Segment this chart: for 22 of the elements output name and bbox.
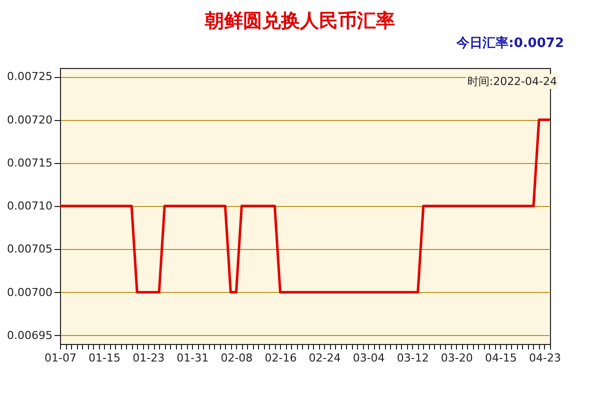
x-tick-label: 04-15 [484, 352, 517, 364]
x-tick-label: 02-08 [220, 352, 253, 364]
text: 今日汇率:0.0072 [456, 34, 564, 52]
chart-title: 朝鲜圆兑换人民币汇率 [204, 9, 396, 34]
y-tick-label: 0.00700 [7, 286, 52, 299]
x-tick-label: 01-15 [88, 352, 121, 364]
y-tick-label: 0.00695 [7, 328, 52, 342]
x-tick-label: 01-31 [176, 352, 209, 364]
x-tick-label: 03-12 [396, 352, 429, 364]
x-tick-label: 03-20 [440, 352, 473, 364]
x-tick-label: 03-04 [352, 352, 385, 364]
y-tick-label: 0.00725 [7, 70, 52, 84]
y-tick-label: 0.00705 [7, 242, 52, 256]
annotation: 时间:2022-04-24 [466, 74, 558, 89]
x-tick-label: 01-07 [44, 352, 76, 364]
x-tick-label: 02-24 [308, 352, 341, 364]
x-tick-label: 01-23 [132, 352, 165, 364]
y-tick-label: 0.00720 [7, 113, 52, 126]
y-tick-label: 0.00710 [7, 200, 52, 212]
x-tick-label: 04-23 [529, 352, 561, 364]
y-tick-label: 0.00715 [7, 156, 52, 170]
x-tick-label: 02-16 [264, 352, 297, 364]
